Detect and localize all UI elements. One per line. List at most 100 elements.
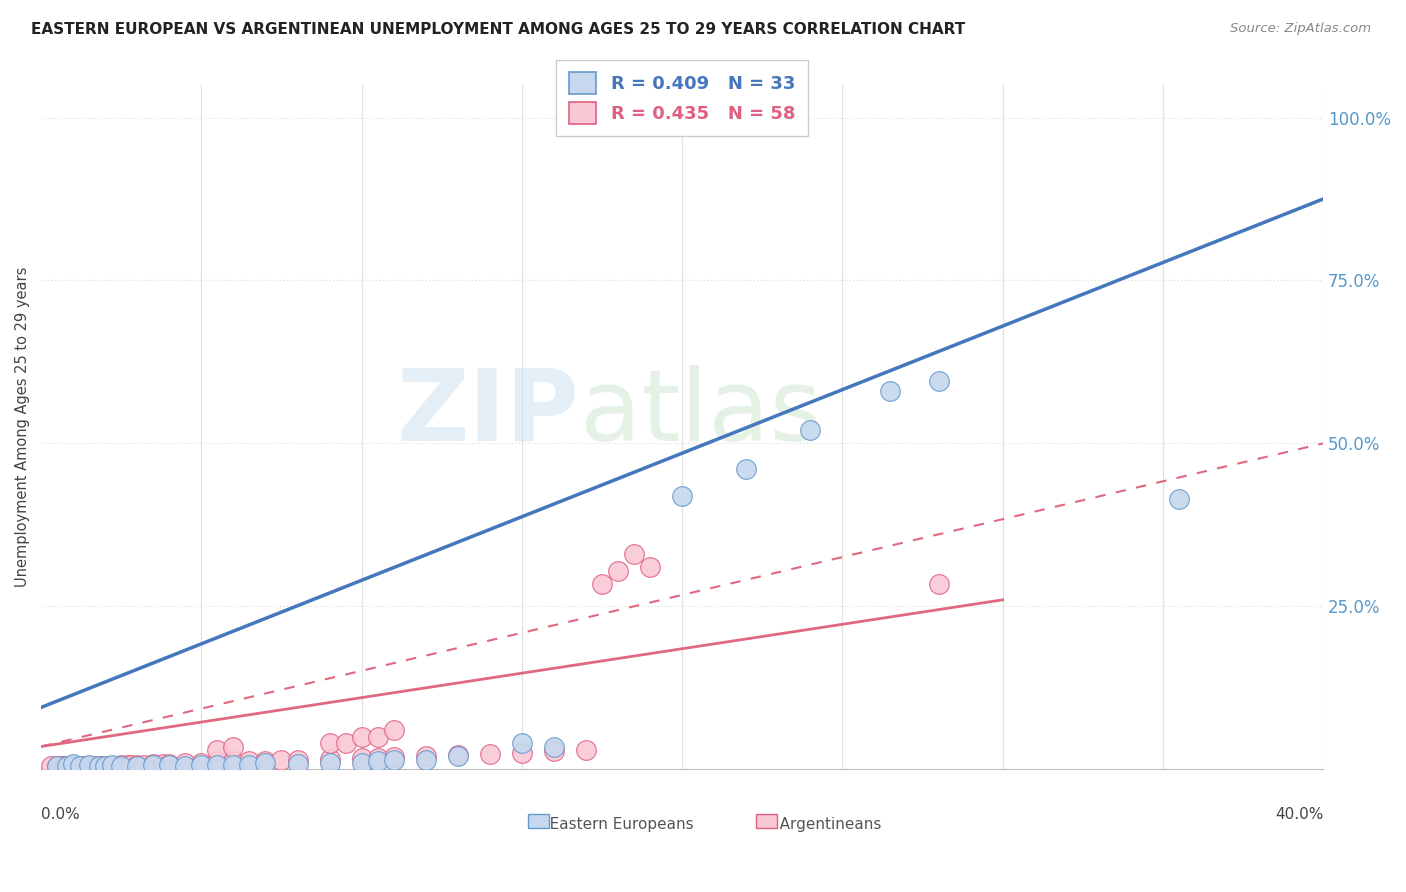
Point bbox=[127, 759, 149, 773]
Point bbox=[478, 747, 501, 761]
Point bbox=[1167, 491, 1189, 506]
Point bbox=[367, 750, 389, 764]
Point bbox=[127, 757, 149, 772]
Point bbox=[382, 750, 405, 764]
Point bbox=[928, 375, 950, 389]
Point bbox=[104, 759, 127, 773]
FancyBboxPatch shape bbox=[529, 814, 548, 828]
Point bbox=[318, 752, 340, 766]
Point bbox=[87, 759, 110, 773]
Point bbox=[207, 755, 229, 769]
Point bbox=[91, 759, 114, 773]
Point bbox=[52, 759, 75, 773]
Point bbox=[190, 758, 212, 772]
Y-axis label: Unemployment Among Ages 25 to 29 years: Unemployment Among Ages 25 to 29 years bbox=[15, 267, 30, 587]
Point bbox=[157, 757, 180, 772]
Point bbox=[142, 757, 165, 772]
Text: EASTERN EUROPEAN VS ARGENTINEAN UNEMPLOYMENT AMONG AGES 25 TO 29 YEARS CORRELATI: EASTERN EUROPEAN VS ARGENTINEAN UNEMPLOY… bbox=[31, 22, 965, 37]
Point bbox=[367, 730, 389, 744]
Point bbox=[287, 753, 309, 767]
Point bbox=[335, 736, 357, 750]
Point bbox=[120, 758, 142, 772]
Point bbox=[591, 576, 613, 591]
Point bbox=[254, 754, 277, 768]
Point bbox=[87, 759, 110, 773]
Point bbox=[623, 547, 645, 561]
Point bbox=[62, 759, 84, 773]
Point bbox=[100, 758, 122, 772]
Text: atlas: atlas bbox=[579, 365, 821, 462]
Point bbox=[222, 739, 245, 754]
Point bbox=[607, 564, 630, 578]
Point bbox=[94, 759, 117, 773]
Point bbox=[39, 759, 62, 773]
Point bbox=[94, 759, 117, 773]
Point bbox=[447, 747, 470, 762]
Point bbox=[55, 759, 77, 773]
Point bbox=[543, 739, 565, 754]
Point bbox=[207, 758, 229, 772]
Point bbox=[97, 759, 120, 773]
Point bbox=[77, 758, 100, 772]
Point bbox=[287, 757, 309, 772]
Point bbox=[77, 759, 100, 773]
Point bbox=[415, 753, 437, 767]
Text: ZIP: ZIP bbox=[396, 365, 579, 462]
Text: Argentineans: Argentineans bbox=[765, 817, 882, 832]
Point bbox=[510, 736, 533, 750]
Point bbox=[174, 756, 197, 770]
Point bbox=[72, 759, 94, 773]
Point bbox=[254, 756, 277, 770]
Point bbox=[671, 489, 693, 503]
Point bbox=[75, 759, 97, 773]
Point bbox=[82, 759, 104, 773]
Point bbox=[382, 723, 405, 738]
Point bbox=[142, 758, 165, 772]
Point bbox=[367, 755, 389, 769]
Point bbox=[879, 384, 901, 399]
Point bbox=[222, 755, 245, 769]
Point bbox=[415, 749, 437, 764]
Point bbox=[575, 743, 598, 757]
Point bbox=[350, 730, 373, 744]
Point bbox=[318, 736, 340, 750]
Point bbox=[117, 758, 139, 772]
Text: Source: ZipAtlas.com: Source: ZipAtlas.com bbox=[1230, 22, 1371, 36]
Point bbox=[510, 746, 533, 760]
Point bbox=[735, 462, 758, 476]
Point bbox=[447, 749, 470, 764]
Point bbox=[152, 757, 174, 772]
Point bbox=[59, 759, 82, 773]
Point bbox=[110, 758, 132, 772]
Point bbox=[49, 759, 72, 773]
Point bbox=[270, 753, 292, 767]
Point bbox=[318, 756, 340, 770]
Point bbox=[62, 757, 84, 772]
Point bbox=[928, 576, 950, 591]
Point bbox=[350, 756, 373, 770]
Point bbox=[799, 423, 821, 437]
Point bbox=[55, 759, 77, 773]
Point bbox=[350, 751, 373, 765]
Text: 40.0%: 40.0% bbox=[1275, 807, 1323, 822]
Point bbox=[157, 758, 180, 772]
Point bbox=[382, 753, 405, 767]
Point bbox=[222, 758, 245, 772]
Point bbox=[69, 759, 91, 773]
Point bbox=[84, 759, 107, 773]
Text: 0.0%: 0.0% bbox=[41, 807, 80, 822]
Point bbox=[132, 757, 155, 772]
Legend: R = 0.409   N = 33, R = 0.435   N = 58: R = 0.409 N = 33, R = 0.435 N = 58 bbox=[557, 60, 808, 136]
Point bbox=[238, 754, 260, 768]
Point bbox=[190, 756, 212, 770]
Point bbox=[69, 759, 91, 773]
Text: Eastern Europeans: Eastern Europeans bbox=[534, 817, 693, 832]
FancyBboxPatch shape bbox=[756, 814, 778, 828]
Point bbox=[207, 743, 229, 757]
Point bbox=[100, 759, 122, 773]
Point bbox=[110, 759, 132, 773]
Point bbox=[174, 759, 197, 773]
Point bbox=[46, 759, 69, 773]
Point bbox=[46, 759, 69, 773]
Point bbox=[65, 759, 87, 773]
